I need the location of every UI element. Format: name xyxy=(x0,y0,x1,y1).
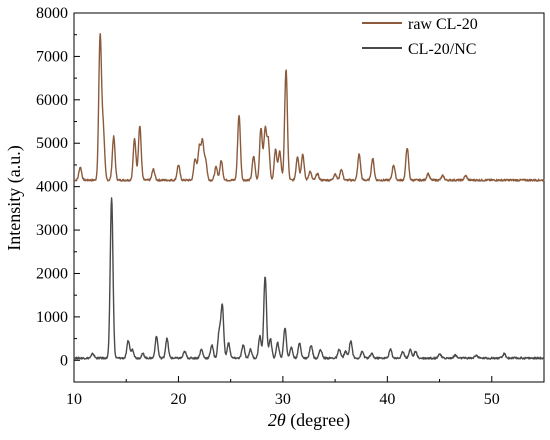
y-axis-title: Intensity (a.u.) xyxy=(4,145,25,250)
y-tick-label: 7000 xyxy=(36,48,68,65)
y-tick-label: 0 xyxy=(60,352,68,369)
axis-ticks xyxy=(73,12,545,383)
axis-tick-labels: 10 20 30 40 50 0 1000 2000 3000 4000 5000 6000 7000 8… xyxy=(36,5,500,408)
y-tick-label: 3000 xyxy=(36,222,68,239)
legend: raw CL-20 CL-20/NC xyxy=(362,16,478,58)
y-tick-label: 1000 xyxy=(36,309,68,326)
series-lines xyxy=(73,32,545,360)
y-tick-label: 8000 xyxy=(36,5,68,22)
x-tick-label: 50 xyxy=(484,391,500,408)
plot-frame xyxy=(73,12,545,383)
x-tick-label: 10 xyxy=(66,391,82,408)
x-axis-title: 2θ (degree) xyxy=(268,410,350,431)
series-line-1 xyxy=(73,197,545,360)
legend-label-cl20-nc: CL-20/NC xyxy=(408,41,476,58)
x-tick-label: 30 xyxy=(275,391,291,408)
y-tick-label: 4000 xyxy=(36,179,68,196)
x-tick-label: 40 xyxy=(379,391,395,408)
y-tick-label: 2000 xyxy=(36,265,68,282)
x-tick-label: 20 xyxy=(170,391,186,408)
legend-label-raw-cl20: raw CL-20 xyxy=(408,16,478,33)
series-line-0 xyxy=(73,32,545,182)
y-tick-label: 6000 xyxy=(36,92,68,109)
y-tick-label: 5000 xyxy=(36,135,68,152)
